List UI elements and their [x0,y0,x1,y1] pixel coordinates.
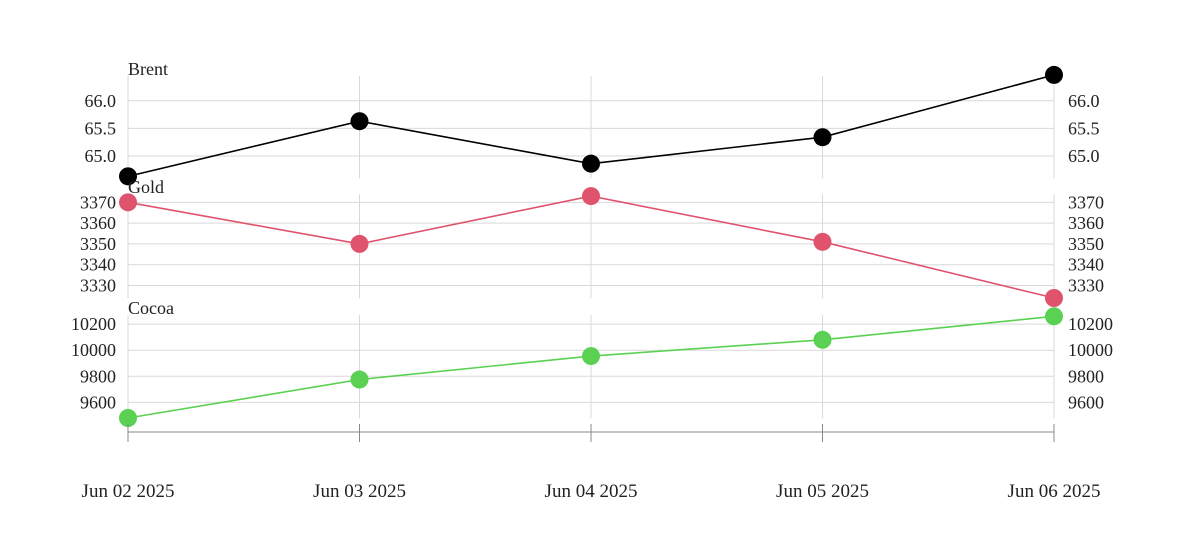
y-tick-label-right: 9600 [1068,392,1104,412]
y-tick-label-left: 66.0 [85,91,117,111]
y-tick-label-left: 3370 [80,192,116,212]
y-tick-label-right: 3350 [1068,234,1104,254]
data-point-cocoa [582,347,600,366]
data-point-brent [813,128,832,147]
data-point-brent [119,167,137,186]
panel-title-gold: Gold [128,177,164,197]
data-point-brent [350,112,369,131]
x-tick-label: Jun 02 2025 [82,481,175,502]
y-tick-label-right: 3340 [1068,255,1104,275]
data-point-cocoa [350,370,369,389]
data-point-cocoa [813,330,832,349]
x-tick-label: Jun 03 2025 [313,481,406,502]
y-tick-label-right: 9800 [1068,366,1104,386]
data-point-cocoa [119,409,137,427]
y-tick-label-left: 3360 [80,213,116,233]
x-tick-label: Jun 05 2025 [776,481,869,502]
y-tick-label-left: 3340 [80,255,116,275]
y-tick-label-left: 10000 [71,340,116,360]
data-point-gold [119,193,137,212]
panel-title-cocoa: Cocoa [128,298,174,318]
y-tick-label-right: 3360 [1068,213,1104,233]
x-tick-label: Jun 04 2025 [545,481,638,502]
data-point-gold [1045,289,1063,307]
panel-title-brent: Brent [128,59,168,79]
y-tick-label-left: 3350 [80,234,116,254]
y-tick-label-left: 10200 [71,314,116,334]
data-point-brent [582,154,600,173]
data-point-cocoa [1045,307,1063,326]
y-tick-label-left: 9600 [80,392,116,412]
y-tick-label-right: 10200 [1068,314,1113,334]
y-tick-label-left: 9800 [80,366,116,386]
y-tick-label-right: 3370 [1068,192,1104,212]
data-point-gold [350,234,369,253]
y-tick-label-right: 65.0 [1068,146,1100,166]
y-tick-label-left: 3330 [80,276,116,296]
x-tick-label: Jun 06 2025 [1008,481,1101,502]
y-tick-label-left: 65.0 [85,146,117,166]
data-point-gold [582,187,600,206]
y-tick-label-right: 10000 [1068,340,1113,360]
data-point-brent [1045,65,1063,84]
y-tick-label-right: 3330 [1068,276,1104,296]
y-tick-label-right: 65.5 [1068,118,1100,138]
y-tick-label-right: 66.0 [1068,91,1100,111]
data-point-gold [813,232,832,251]
y-tick-label-left: 65.5 [85,118,117,138]
